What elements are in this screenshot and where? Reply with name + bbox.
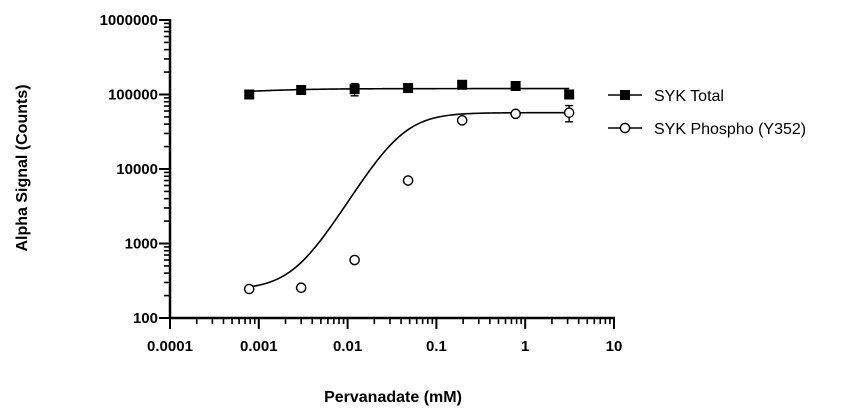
fit-curves [249, 87, 570, 288]
data-point-series-2 [563, 107, 575, 118]
data-point-series-2 [243, 283, 255, 295]
y-tick-label: 1000 [125, 236, 158, 253]
data-point-series-1 [457, 79, 468, 90]
x-axis-title: Pervanadate (mM) [324, 389, 462, 406]
x-tick-label: 1 [521, 338, 529, 355]
y-axis-title: Alpha Signal (Counts) [14, 84, 31, 251]
data-point-series-1 [244, 89, 255, 100]
data-point-series-2 [349, 254, 360, 266]
y-tick-label: 100000 [108, 87, 158, 104]
tick-labels: 0.0001 0.001 0.01 0.1 1 10 100 1000 10000 100000 1… [100, 12, 623, 355]
fit-curve-2 [249, 111, 570, 288]
legend-marker [620, 90, 630, 100]
y-tick-label: 100 [133, 310, 158, 327]
data-point-series-1 [296, 84, 307, 95]
y-tick-label: 10000 [116, 161, 158, 178]
data-point-series-2 [295, 282, 307, 294]
x-tick-label: 0.0001 [147, 338, 193, 355]
x-tick-label: 0.01 [333, 338, 362, 355]
axes [159, 19, 615, 329]
x-tick-label: 0.1 [426, 338, 447, 355]
data-point-series-1 [564, 89, 575, 100]
data-points [243, 79, 575, 295]
legend-label: SYK Phospho (Y352) [654, 121, 806, 138]
data-point-series-1 [349, 84, 360, 95]
x-tick-label: 0.001 [240, 338, 278, 355]
legend-marker [619, 122, 631, 134]
data-point-series-1 [403, 83, 414, 94]
legend: SYK Total SYK Phospho (Y352) [608, 88, 806, 138]
data-point-series-2 [402, 175, 414, 186]
data-point-series-2 [510, 108, 521, 120]
data-point-series-1 [510, 81, 521, 92]
x-tick-label: 10 [606, 338, 623, 355]
legend-label: SYK Total [654, 88, 724, 105]
data-point-series-2 [456, 115, 468, 126]
y-tick-label: 1000000 [100, 12, 158, 29]
